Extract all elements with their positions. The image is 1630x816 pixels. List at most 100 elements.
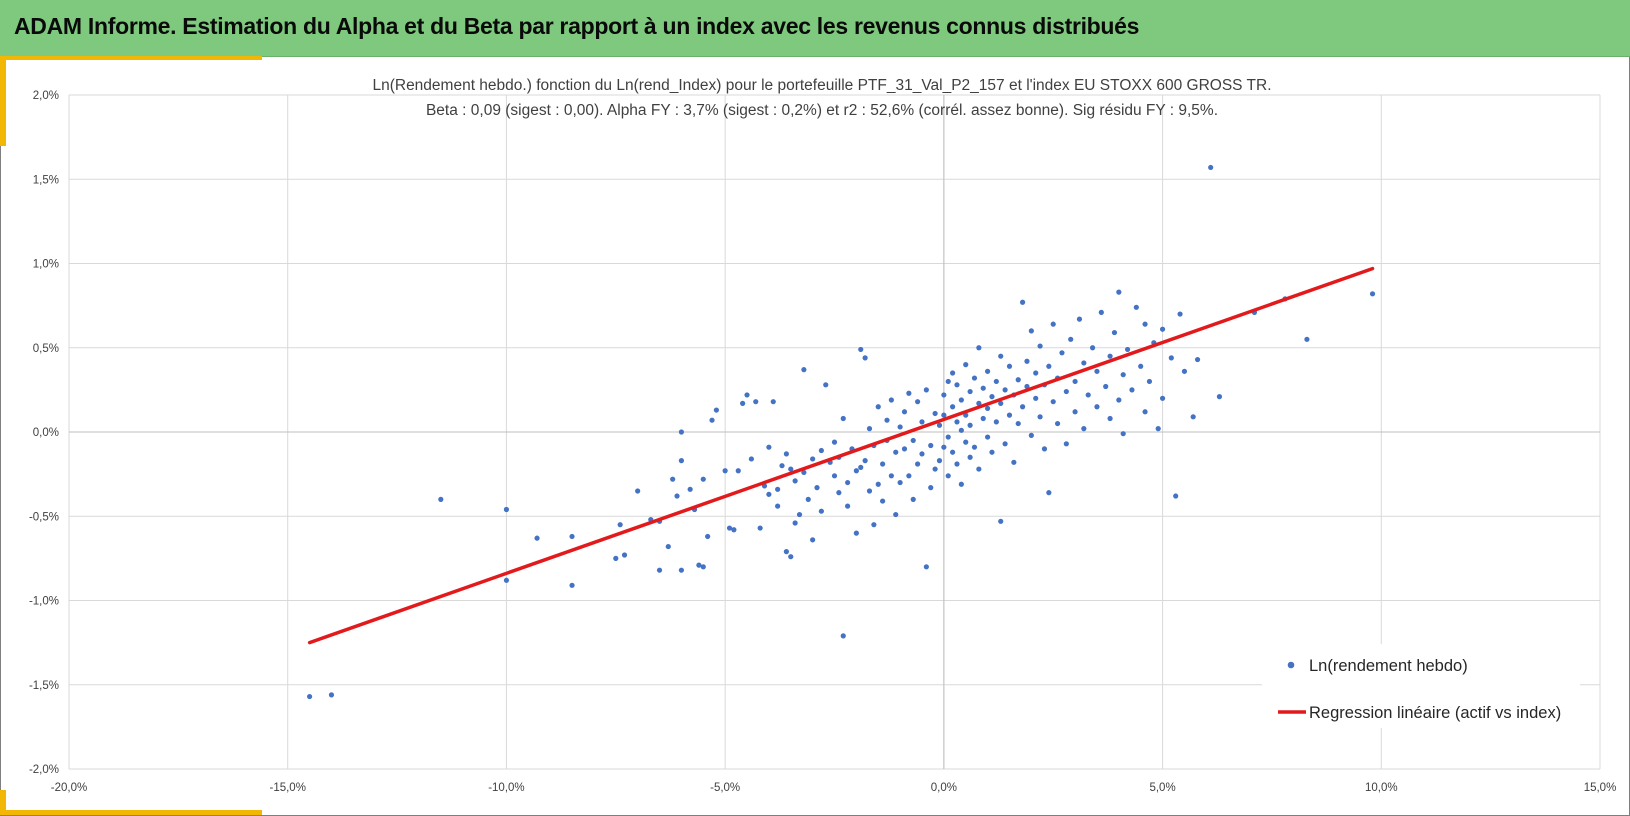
data-point — [1046, 363, 1052, 369]
data-point — [945, 434, 951, 440]
data-point — [976, 400, 982, 406]
data-point — [1129, 387, 1135, 393]
data-point — [1142, 409, 1148, 415]
tick-labels: 2,0% 1,5% 1,0% 0,5% 0,0% -0,5% -1,0% -1,5% -2,0%… — [29, 90, 1616, 794]
data-point — [1120, 372, 1126, 378]
data-point — [945, 378, 951, 385]
data-point — [998, 400, 1004, 406]
data-point — [1194, 356, 1201, 363]
y-tick-label: -1,5% — [29, 680, 59, 692]
data-point — [722, 468, 728, 474]
data-point — [1050, 321, 1056, 327]
data-point — [958, 397, 964, 403]
data-point — [910, 437, 916, 444]
data-point — [534, 535, 540, 541]
data-point — [1111, 329, 1118, 336]
data-point — [932, 466, 938, 472]
data-point — [840, 633, 846, 639]
data-point — [713, 407, 719, 413]
data-point — [919, 451, 925, 457]
data-point — [775, 503, 781, 509]
data-point — [897, 479, 903, 486]
data-point — [665, 543, 671, 550]
data-point — [1028, 432, 1034, 438]
data-point — [1085, 392, 1091, 398]
data-point — [897, 424, 903, 430]
data-point — [810, 456, 816, 462]
data-point — [635, 488, 641, 494]
data-point — [328, 692, 335, 698]
data-point — [569, 533, 575, 540]
regression-line — [307, 266, 1375, 645]
x-tick-label: -5,0% — [710, 782, 740, 794]
data-point — [858, 346, 864, 353]
data-point — [687, 486, 693, 492]
x-tick-label: 0,0% — [931, 782, 957, 794]
data-point — [621, 552, 628, 558]
accent-stripe-bottom — [0, 810, 262, 815]
accent-stripe-left — [0, 56, 6, 146]
x-tick-label: -10,0% — [488, 782, 524, 794]
data-point — [1116, 397, 1122, 403]
data-point — [993, 378, 999, 385]
data-point — [945, 473, 951, 479]
data-point — [818, 508, 824, 514]
data-point — [941, 444, 947, 450]
data-point — [1103, 383, 1109, 390]
data-point — [823, 382, 829, 388]
accent-stripe-top — [0, 56, 262, 60]
data-point — [1076, 316, 1083, 322]
x-tick-label: 15,0% — [1584, 782, 1617, 794]
data-point — [670, 476, 676, 482]
page-title: ADAM Informe. Estimation du Alpha et du … — [14, 13, 1140, 39]
data-point — [1072, 409, 1078, 415]
accent-stripe-left-bottom — [0, 790, 6, 815]
data-point — [884, 417, 890, 423]
data-point — [1072, 378, 1078, 385]
data-point — [696, 562, 702, 568]
data-point — [1063, 388, 1069, 395]
data-point — [818, 447, 824, 454]
data-point — [1081, 426, 1087, 432]
data-point — [1133, 304, 1139, 310]
data-point — [958, 427, 964, 433]
data-point — [915, 461, 921, 467]
data-point — [1159, 395, 1166, 401]
data-point — [783, 549, 789, 555]
chart-title: Ln(Rendement hebdo.) fonction du Ln(rend… — [372, 77, 1271, 94]
data-point — [976, 345, 982, 351]
data-point — [503, 506, 510, 513]
data-point — [954, 461, 960, 467]
data-point — [678, 458, 685, 464]
data-point — [875, 404, 881, 410]
data-point — [888, 473, 894, 479]
data-point — [788, 554, 794, 560]
data-point — [753, 399, 759, 405]
data-point — [1068, 336, 1074, 342]
data-point — [871, 522, 877, 528]
y-tick-label: 2,0% — [33, 90, 59, 102]
data-point — [998, 353, 1004, 359]
data-point — [731, 527, 737, 533]
data-point — [910, 496, 916, 502]
y-tick-label: 0,0% — [33, 427, 59, 439]
data-point — [810, 537, 816, 543]
data-point — [766, 491, 772, 497]
data-point — [569, 582, 575, 588]
data-point — [766, 444, 772, 450]
data-point — [880, 461, 886, 467]
data-point — [1138, 363, 1144, 369]
data-point — [1116, 289, 1122, 295]
x-tick-label: 5,0% — [1149, 782, 1175, 794]
data-point — [971, 375, 978, 381]
data-point — [617, 522, 623, 528]
data-point — [936, 422, 943, 428]
data-point — [936, 458, 943, 464]
data-point — [893, 511, 899, 518]
data-point — [788, 466, 794, 472]
data-point — [901, 446, 908, 452]
data-point — [1190, 414, 1196, 420]
data-point — [1015, 377, 1021, 383]
data-point — [985, 368, 991, 374]
data-point — [792, 478, 798, 484]
